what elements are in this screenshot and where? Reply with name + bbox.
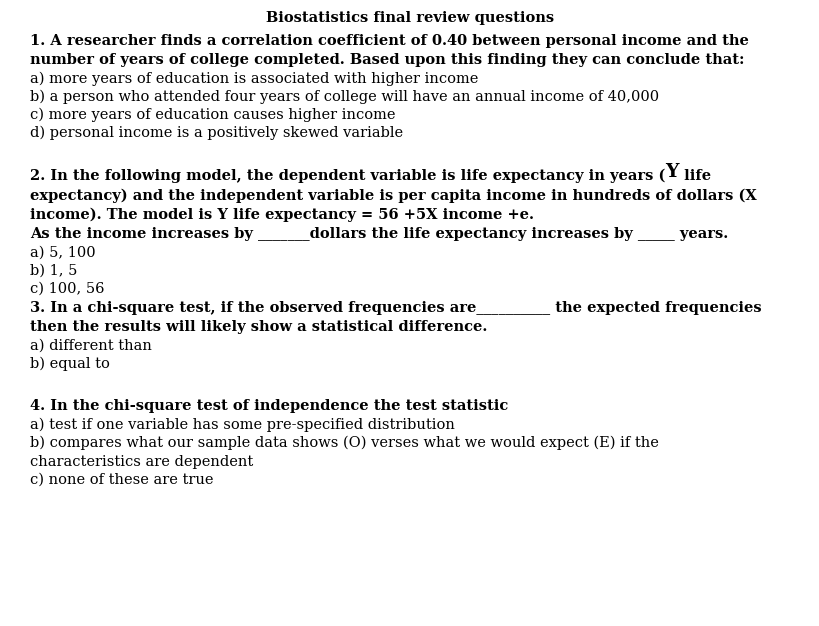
Text: d) personal income is a positively skewed variable: d) personal income is a positively skewe… [30,126,403,140]
Text: Biostatistics final review questions: Biostatistics final review questions [265,11,554,25]
Text: a) more years of education is associated with higher income: a) more years of education is associated… [30,71,477,86]
Text: As the income increases by _______dollars the life expectancy increases by _____: As the income increases by _______dollar… [30,227,727,241]
Text: b) a person who attended four years of college will have an annual income of 40,: b) a person who attended four years of c… [30,90,658,104]
Text: 1. A researcher finds a correlation coefficient of 0.40 between personal income : 1. A researcher finds a correlation coef… [30,34,748,48]
Text: expectancy) and the independent variable is per capita income in hundreds of dol: expectancy) and the independent variable… [30,188,756,203]
Text: a) 5, 100: a) 5, 100 [30,246,96,260]
Text: c) more years of education causes higher income: c) more years of education causes higher… [30,108,395,122]
Text: income). The model is Y life expectancy = 56 +5X income +e.: income). The model is Y life expectancy … [30,208,533,222]
Text: Y: Y [664,163,678,181]
Text: c) 100, 56: c) 100, 56 [30,282,104,296]
Text: a) different than: a) different than [30,339,152,353]
Text: 2. In the following model, the dependent variable is life expectancy in years (: 2. In the following model, the dependent… [30,168,664,183]
Text: b) compares what our sample data shows (O) verses what we would expect (E) if th: b) compares what our sample data shows (… [30,436,658,450]
Text: c) none of these are true: c) none of these are true [30,473,213,487]
Text: number of years of college completed. Based upon this finding they can conclude : number of years of college completed. Ba… [30,53,744,67]
Text: then the results will likely show a statistical difference.: then the results will likely show a stat… [30,320,486,334]
Text: b) equal to: b) equal to [30,357,110,371]
Text: life: life [678,169,710,183]
Text: a) test if one variable has some pre-specified distribution: a) test if one variable has some pre-spe… [30,418,455,432]
Text: characteristics are dependent: characteristics are dependent [30,455,253,469]
Text: b) 1, 5: b) 1, 5 [30,264,77,278]
Text: 4. In the chi-square test of independence the test statistic: 4. In the chi-square test of independenc… [30,399,508,413]
Text: 3. In a chi-square test, if the observed frequencies are__________ the expected : 3. In a chi-square test, if the observed… [30,301,761,315]
